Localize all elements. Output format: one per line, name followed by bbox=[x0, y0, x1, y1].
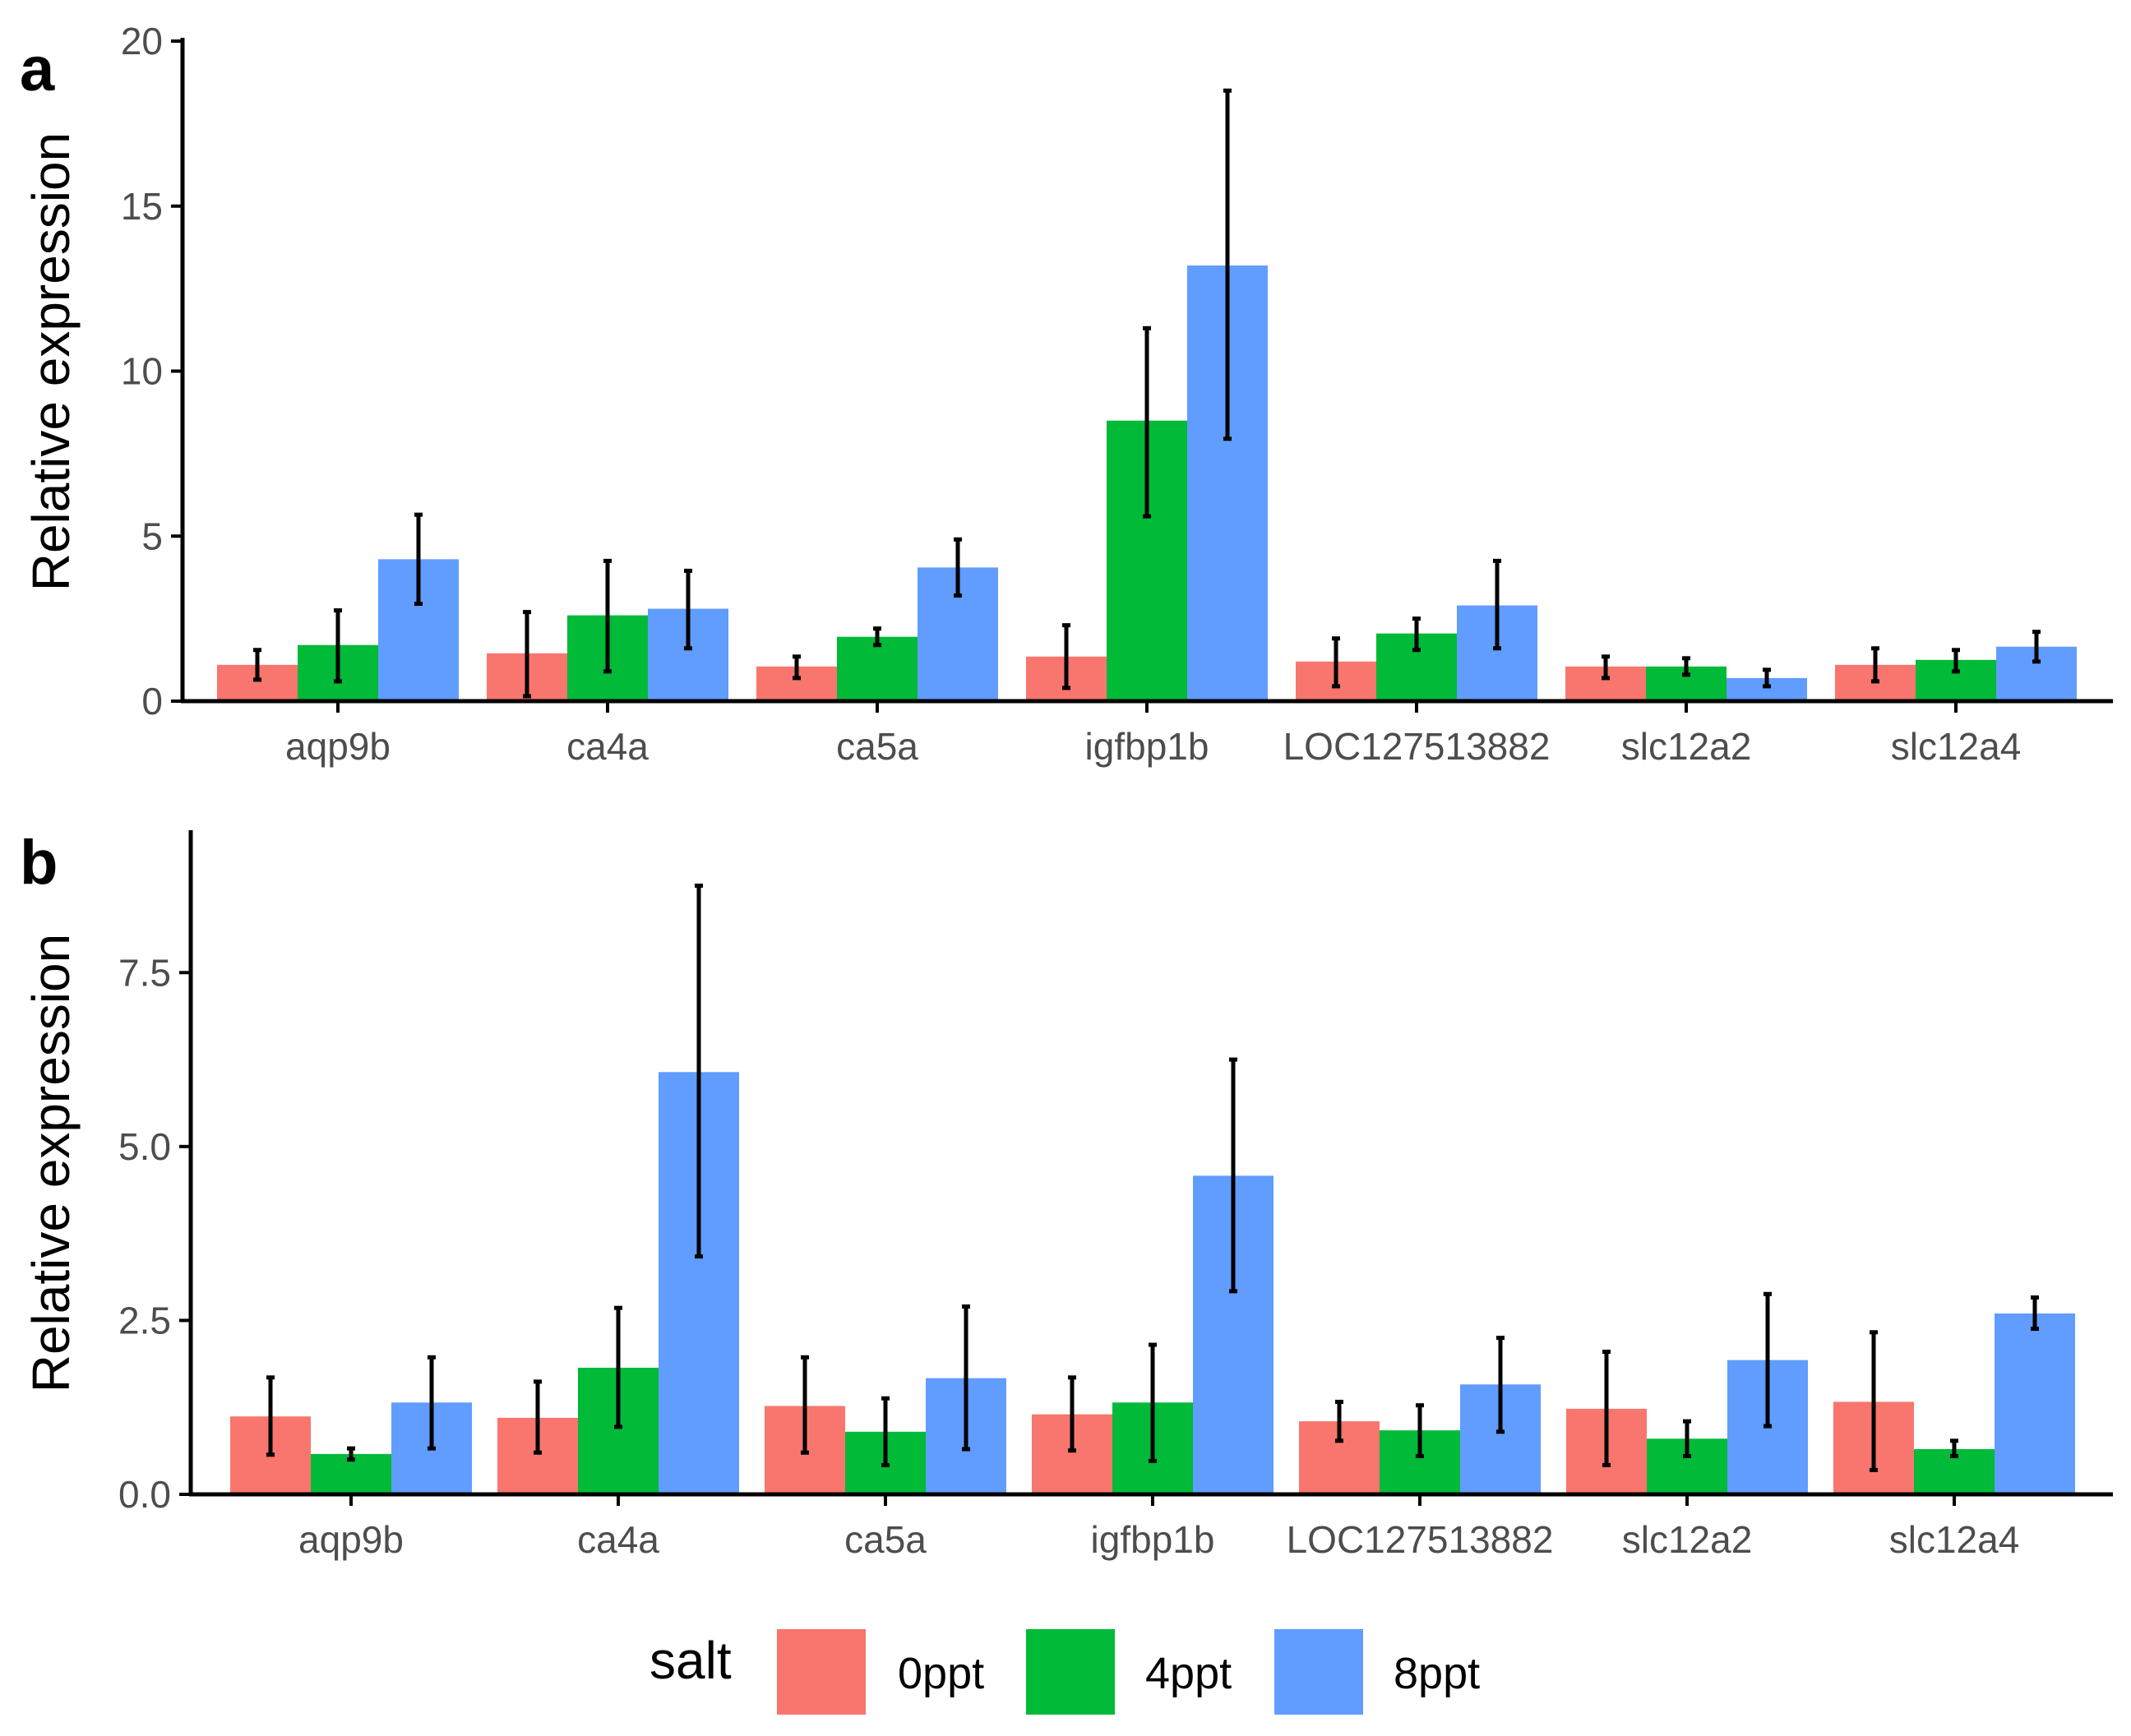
panel-a-label: a bbox=[20, 35, 55, 104]
panel-b-errorbar-ca4a-0ppt bbox=[534, 1379, 542, 1455]
panel-a-errorbar-LOC127513882-0ppt bbox=[1332, 636, 1340, 689]
panel-b-errorbar-LOC127513882-8ppt bbox=[1496, 1336, 1505, 1434]
panel-a-errorbar-ca4a-0ppt bbox=[523, 610, 531, 699]
panel-a-x-tick-label-slc12a2: slc12a2 bbox=[1621, 725, 1752, 768]
panel-a: a Relative expression 0 5 10 15 20 aqp9b ca4a c… bbox=[20, 20, 2113, 768]
panel-b-y-axis-title: Relative expression bbox=[21, 934, 81, 1393]
panel-b-errorbar-ca4a-4ppt bbox=[614, 1305, 622, 1429]
panel-a-marks: 0 5 10 15 20 aqp9b ca4a ca5a igfbp1b LOC127513882… bbox=[121, 20, 2113, 768]
panel-a-y-axis-title: Relative expression bbox=[21, 132, 81, 592]
panel-a-errorbar-aqp9b-8ppt bbox=[414, 512, 423, 607]
panel-b-y-tick-label: 7.5 bbox=[118, 951, 171, 994]
panel-a-x-tick-label-igfbp1b: igfbp1b bbox=[1085, 725, 1209, 768]
panel-a-y-tick-label: 20 bbox=[121, 20, 163, 62]
panel-b-bar-slc12a4-8ppt bbox=[1995, 1313, 2075, 1494]
panel-a-bar-ca5a-4ppt bbox=[837, 636, 918, 701]
panel-a-errorbar-LOC127513882-8ppt bbox=[1493, 558, 1501, 651]
panel-a-errorbar-slc12a2-0ppt bbox=[1602, 654, 1610, 681]
panel-b-x-tick-label-slc12a2: slc12a2 bbox=[1622, 1518, 1753, 1561]
panel-a-x-tick-label-aqp9b: aqp9b bbox=[285, 725, 391, 768]
legend-label-8ppt: 8ppt bbox=[1394, 1649, 1480, 1698]
panel-b-errorbar-slc12a2-4ppt bbox=[1683, 1419, 1691, 1458]
panel-a-errorbar-ca4a-4ppt bbox=[603, 558, 612, 674]
panel-b-errorbar-ca5a-4ppt bbox=[881, 1396, 890, 1467]
panel-a-errorbar-igfbp1b-0ppt bbox=[1062, 623, 1070, 690]
panel-a-x-tick-label-LOC127513882: LOC127513882 bbox=[1283, 725, 1551, 768]
panel-a-y-tick-label: 5 bbox=[141, 515, 163, 557]
panel-b-errorbar-slc12a4-0ppt bbox=[1870, 1330, 1878, 1472]
panel-b-errorbar-ca5a-8ppt bbox=[962, 1304, 970, 1452]
panel-a-errorbar-slc12a2-4ppt bbox=[1682, 656, 1690, 677]
legend-label-4ppt: 4ppt bbox=[1145, 1649, 1232, 1698]
legend: salt 0ppt 4ppt 8ppt bbox=[649, 1629, 1480, 1715]
panel-b-errorbar-LOC127513882-4ppt bbox=[1416, 1403, 1424, 1458]
panel-b-errorbar-aqp9b-0ppt bbox=[266, 1375, 275, 1457]
panel-b-x-tick-label-ca5a: ca5a bbox=[844, 1518, 927, 1561]
legend-title: salt bbox=[649, 1631, 732, 1690]
panel-a-errorbar-slc12a2-8ppt bbox=[1763, 667, 1771, 689]
panel-b-y-tick-label: 2.5 bbox=[118, 1299, 171, 1341]
panel-a-errorbar-slc12a4-0ppt bbox=[1871, 646, 1879, 684]
panel-a-errorbar-igfbp1b-4ppt bbox=[1143, 326, 1151, 519]
legend-label-0ppt: 0ppt bbox=[898, 1649, 984, 1698]
panel-b-errorbar-aqp9b-8ppt bbox=[428, 1355, 436, 1451]
panel-b-errorbar-ca5a-0ppt bbox=[801, 1355, 809, 1455]
panel-b-x-tick-label-igfbp1b: igfbp1b bbox=[1091, 1518, 1215, 1561]
legend-swatch-4ppt bbox=[1026, 1629, 1115, 1715]
panel-a-errorbar-ca5a-4ppt bbox=[873, 626, 881, 648]
panel-b-errorbar-igfbp1b-0ppt bbox=[1068, 1375, 1076, 1453]
panel-b-x-tick-label-slc12a4: slc12a4 bbox=[1889, 1518, 2020, 1561]
panel-a-errorbar-igfbp1b-8ppt bbox=[1223, 88, 1232, 441]
panel-a-x-tick-label-ca4a: ca4a bbox=[566, 725, 649, 768]
panel-a-errorbar-LOC127513882-4ppt bbox=[1412, 616, 1421, 653]
panel-b-errorbar-slc12a4-4ppt bbox=[1950, 1438, 1958, 1458]
panel-b-errorbar-LOC127513882-0ppt bbox=[1335, 1399, 1343, 1443]
panel-b-y-tick-label: 0.0 bbox=[118, 1473, 171, 1516]
panel-b-y-tick-label: 5.0 bbox=[118, 1125, 171, 1168]
panel-a-y-tick-label: 10 bbox=[121, 350, 163, 393]
panel-b-marks: 0.0 2.5 5.0 7.5 aqp9b ca4a ca5a igfbp1b LOC12751… bbox=[118, 830, 2113, 1561]
panel-a-errorbar-ca5a-0ppt bbox=[793, 654, 801, 681]
legend-swatch-8ppt bbox=[1274, 1629, 1363, 1715]
legend-swatch-0ppt bbox=[777, 1629, 866, 1715]
panel-a-errorbar-slc12a4-4ppt bbox=[1952, 648, 1960, 674]
panel-a-errorbar-aqp9b-4ppt bbox=[334, 608, 342, 684]
panel-b-errorbar-slc12a4-8ppt bbox=[2031, 1295, 2039, 1332]
panel-b-x-tick-label-ca4a: ca4a bbox=[577, 1518, 659, 1561]
panel-b: b Relative expression 0.0 2.5 5.0 7.5 aqp9b c… bbox=[20, 828, 2113, 1561]
panel-b-x-tick-label-aqp9b: aqp9b bbox=[298, 1518, 404, 1561]
panel-a-x-tick-label-slc12a4: slc12a4 bbox=[1891, 725, 2022, 768]
panel-b-errorbar-ca4a-8ppt bbox=[695, 883, 703, 1259]
panel-a-errorbar-aqp9b-0ppt bbox=[253, 648, 261, 682]
panel-a-errorbar-slc12a4-8ppt bbox=[2032, 630, 2041, 664]
panel-a-x-tick-label-ca5a: ca5a bbox=[836, 725, 918, 768]
panel-b-errorbar-igfbp1b-4ppt bbox=[1149, 1342, 1157, 1463]
panel-a-y-tick-label: 0 bbox=[141, 680, 163, 723]
panel-a-errorbar-ca4a-8ppt bbox=[684, 568, 692, 651]
panel-b-x-tick-label-LOC127513882: LOC127513882 bbox=[1287, 1518, 1554, 1561]
panel-b-errorbar-igfbp1b-8ppt bbox=[1229, 1057, 1237, 1294]
panel-b-errorbar-slc12a2-8ppt bbox=[1764, 1291, 1772, 1429]
panel-a-errorbar-ca5a-8ppt bbox=[954, 537, 962, 598]
panel-b-errorbar-slc12a2-0ppt bbox=[1602, 1350, 1611, 1467]
panel-a-y-tick-label: 15 bbox=[121, 185, 163, 228]
panel-b-label: b bbox=[20, 828, 58, 898]
panel-b-errorbar-aqp9b-4ppt bbox=[347, 1446, 355, 1462]
